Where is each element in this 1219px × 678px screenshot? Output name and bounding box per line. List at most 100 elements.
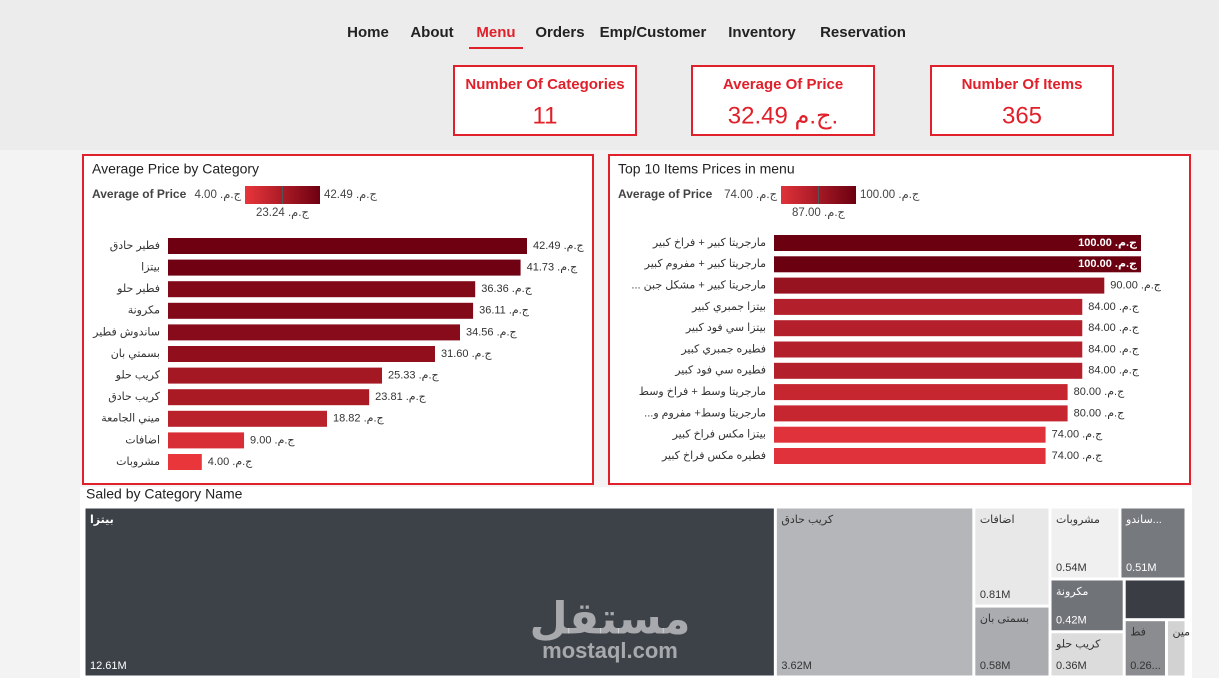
bar: [774, 277, 1105, 294]
value-label: ج.م. 36.11: [479, 305, 530, 317]
value-label: ج.م. 25.33: [388, 370, 440, 382]
bar: [168, 454, 202, 470]
category-label: بيتزا: [141, 262, 160, 274]
category-label: فطيره جمبري كبير: [680, 343, 766, 355]
treemap-cell: [974, 606, 1050, 677]
bar: [168, 346, 435, 362]
bar: [774, 426, 1046, 443]
bar: [168, 302, 474, 319]
value-label: ج.م. 74.00: [1052, 450, 1104, 462]
treemap-value: 0.42M: [1056, 615, 1087, 627]
treemap-label: ساندو...: [1125, 514, 1162, 526]
kpi-value: 11: [533, 102, 558, 129]
bar: [168, 389, 370, 406]
nav-item[interactable]: Reservation: [820, 24, 906, 41]
nav-item[interactable]: About: [410, 24, 453, 41]
treemap-cell: [974, 507, 1050, 606]
value-label: ج.م. 4.00: [208, 456, 253, 468]
treemap-value: 3.62M: [781, 660, 812, 672]
kpi-title: Number Of Categories: [465, 76, 624, 93]
value-label: ج.م. 74.00: [1052, 429, 1104, 441]
nav-item[interactable]: Home: [347, 24, 389, 41]
bar: [774, 256, 1141, 273]
treemap-value: 0.81M: [980, 589, 1011, 601]
bar: [774, 362, 1083, 379]
category-label: مارجريتا كبير + فراخ كبير: [652, 237, 766, 249]
treemap-label: مكرونة: [1056, 586, 1088, 598]
chart-title: Average Price by Category: [92, 161, 259, 177]
treemap-cell: [1166, 620, 1186, 677]
value-label: ج.م. 31.60: [441, 348, 493, 360]
category-label: ... مارجريتا كبير + مشكل جبن: [631, 280, 766, 292]
bar: [168, 324, 460, 341]
bar: [774, 341, 1083, 358]
category-label: كريب حلو: [115, 370, 161, 382]
treemap-label: كريب حادق: [781, 514, 834, 526]
kpi-card: [930, 65, 1114, 136]
kpi-card: [453, 65, 637, 136]
bar: [774, 320, 1083, 337]
chart-title: Saled by Category Name: [86, 486, 243, 502]
value-label: ج.م. 90.00: [1110, 280, 1162, 292]
treemap-cell: [1050, 579, 1124, 632]
treemap-value: 0.36M: [1056, 660, 1087, 672]
bar: [168, 259, 521, 276]
category-label: مارجريتا وسط + فراخ وسط: [639, 386, 766, 398]
category-label: بسمتي بان: [111, 348, 160, 360]
watermark: مستقل: [530, 595, 691, 644]
legend-max: ج.م. 100.00: [860, 189, 920, 201]
bar: [774, 384, 1068, 401]
legend-min: ج.م. 74.00: [724, 189, 777, 201]
value-label: ج.م. 100.00: [1078, 237, 1137, 250]
legend-title: Average of Price: [92, 187, 187, 201]
treemap-cell: [1050, 632, 1124, 677]
treemap-value: 0.26...: [1130, 660, 1161, 672]
value-label: ج.م. 36.36: [481, 283, 533, 295]
category-label: ساندوش فطير: [92, 326, 160, 338]
nav-item[interactable]: Inventory: [728, 24, 796, 41]
bar: [168, 281, 476, 298]
legend-title: Average of Price: [618, 187, 713, 201]
treemap-cell: [1124, 579, 1186, 620]
value-label: ج.م. 80.00: [1074, 407, 1126, 419]
bar: [168, 432, 245, 449]
category-label: ميني الجامعة: [101, 413, 160, 425]
value-label: ج.م. 84.00: [1088, 301, 1140, 313]
watermark: mostaql.com: [542, 638, 678, 663]
chart-title: Top 10 Items Prices in menu: [618, 161, 795, 177]
value-label: ج.م. 23.81: [375, 391, 427, 403]
treemap-cell: [1050, 507, 1120, 579]
legend-mid: ج.م. 87.00: [792, 207, 845, 219]
nav-item[interactable]: Emp/Customer: [600, 24, 707, 41]
category-label: بيتزا مكس فراخ كبير: [672, 429, 766, 441]
value-label: ج.م. 9.00: [250, 434, 295, 446]
value-label: ج.م. 84.00: [1088, 365, 1140, 377]
treemap-cell: [1124, 620, 1166, 677]
bar: [168, 410, 328, 427]
legend-mid: ج.م. 23.24: [256, 207, 309, 219]
category-label: بيتزا سي فود كبير: [685, 322, 766, 334]
treemap-cell: [775, 507, 974, 677]
nav-item[interactable]: Orders: [535, 24, 584, 41]
value-label: ج.م. 42.49: [533, 240, 585, 252]
bar: [168, 238, 527, 254]
treemap-value: 0.51M: [1126, 562, 1157, 574]
bar: [774, 448, 1046, 464]
category-label: مكرونة: [128, 305, 160, 317]
value-label: ج.م. 80.00: [1074, 386, 1126, 398]
treemap-label: بيتزا: [90, 514, 114, 526]
treemap-value: 0.58M: [980, 660, 1011, 672]
bar: [774, 405, 1068, 422]
category-label: مارجريتا كبير + مفروم كبير: [644, 258, 766, 270]
category-label: كريب حادق: [108, 391, 161, 403]
bar: [774, 298, 1083, 315]
category-label: فطير حلو: [116, 283, 160, 295]
nav-item[interactable]: Menu: [476, 24, 515, 41]
kpi-card: [691, 65, 875, 136]
value-label: ج.م. 84.00: [1088, 343, 1140, 355]
treemap-label: كريب حلو: [1055, 639, 1101, 651]
treemap-label: مين: [1172, 627, 1190, 639]
kpi-title: Average Of Price: [723, 76, 843, 93]
